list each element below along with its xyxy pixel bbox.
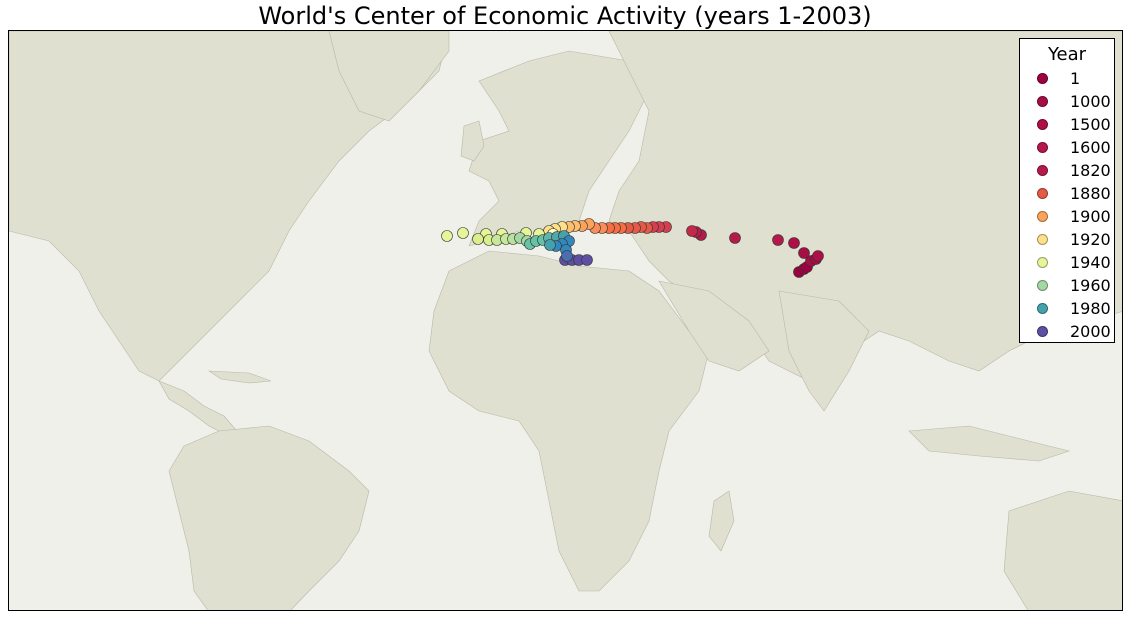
legend-marker xyxy=(1037,142,1048,153)
legend-item: 1500 xyxy=(1020,113,1114,136)
legend-title: Year xyxy=(1047,44,1087,65)
legend-label: 1900 xyxy=(1070,207,1111,226)
center-point xyxy=(686,225,698,237)
legend-item: 1920 xyxy=(1020,228,1114,251)
land-central-america xyxy=(158,380,238,437)
legend-label: 1 xyxy=(1070,69,1081,88)
world-map xyxy=(8,30,1123,611)
legend-marker xyxy=(1037,234,1048,245)
legend-item: 1940 xyxy=(1020,251,1114,274)
land-madagascar xyxy=(708,490,735,552)
land-cuba xyxy=(207,370,272,384)
legend-marker xyxy=(1037,326,1048,337)
legend-item: 1600 xyxy=(1020,136,1114,159)
legend-label: 1960 xyxy=(1070,276,1111,295)
map-canvas xyxy=(9,31,1122,610)
center-point xyxy=(472,233,484,245)
legend-label: 1600 xyxy=(1070,138,1111,157)
legend-item: 2000 xyxy=(1020,320,1114,343)
legend-item: 1960 xyxy=(1020,274,1114,297)
legend-label: 1920 xyxy=(1070,230,1111,249)
legend-label: 2000 xyxy=(1070,322,1111,341)
chart-title: World's Center of Economic Activity (yea… xyxy=(258,2,872,30)
center-point xyxy=(772,234,784,246)
legend-label: 1980 xyxy=(1070,299,1111,318)
legend-marker xyxy=(1037,73,1048,84)
legend-label: 1500 xyxy=(1070,115,1111,134)
center-point xyxy=(812,250,824,262)
legend-item: 1980 xyxy=(1020,297,1114,320)
legend-marker xyxy=(1037,119,1048,130)
land-africa xyxy=(428,250,710,592)
center-point xyxy=(581,254,593,266)
legend-marker xyxy=(1037,188,1048,199)
center-point xyxy=(729,232,741,244)
legend-marker xyxy=(1037,280,1048,291)
legend-marker xyxy=(1037,257,1048,268)
legend-label: 1880 xyxy=(1070,184,1111,203)
center-point xyxy=(457,227,469,239)
center-point xyxy=(544,239,556,251)
land-uk xyxy=(460,120,485,162)
land-south-america xyxy=(168,425,370,610)
legend-marker xyxy=(1037,303,1048,314)
land-indonesia xyxy=(908,425,1071,462)
legend: Year 1 1000 1500 1600 1820 1880 1900 1920 1940 19… xyxy=(1019,38,1115,343)
legend-marker xyxy=(1037,96,1048,107)
land-india xyxy=(778,290,870,412)
legend-item: 1880 xyxy=(1020,182,1114,205)
land-arabia xyxy=(658,280,770,372)
center-point xyxy=(788,237,800,249)
center-point xyxy=(561,250,573,262)
legend-label: 1820 xyxy=(1070,161,1111,180)
legend-label: 1940 xyxy=(1070,253,1111,272)
legend-item: 1000 xyxy=(1020,90,1114,113)
land-australia xyxy=(1003,490,1122,610)
legend-marker xyxy=(1037,211,1048,222)
center-point xyxy=(441,230,453,242)
legend-item: 1820 xyxy=(1020,159,1114,182)
land-greenland xyxy=(328,31,450,122)
legend-label: 1000 xyxy=(1070,92,1111,111)
center-point xyxy=(798,247,810,259)
legend-marker xyxy=(1037,165,1048,176)
legend-item: 1 xyxy=(1020,67,1114,90)
legend-item: 1900 xyxy=(1020,205,1114,228)
